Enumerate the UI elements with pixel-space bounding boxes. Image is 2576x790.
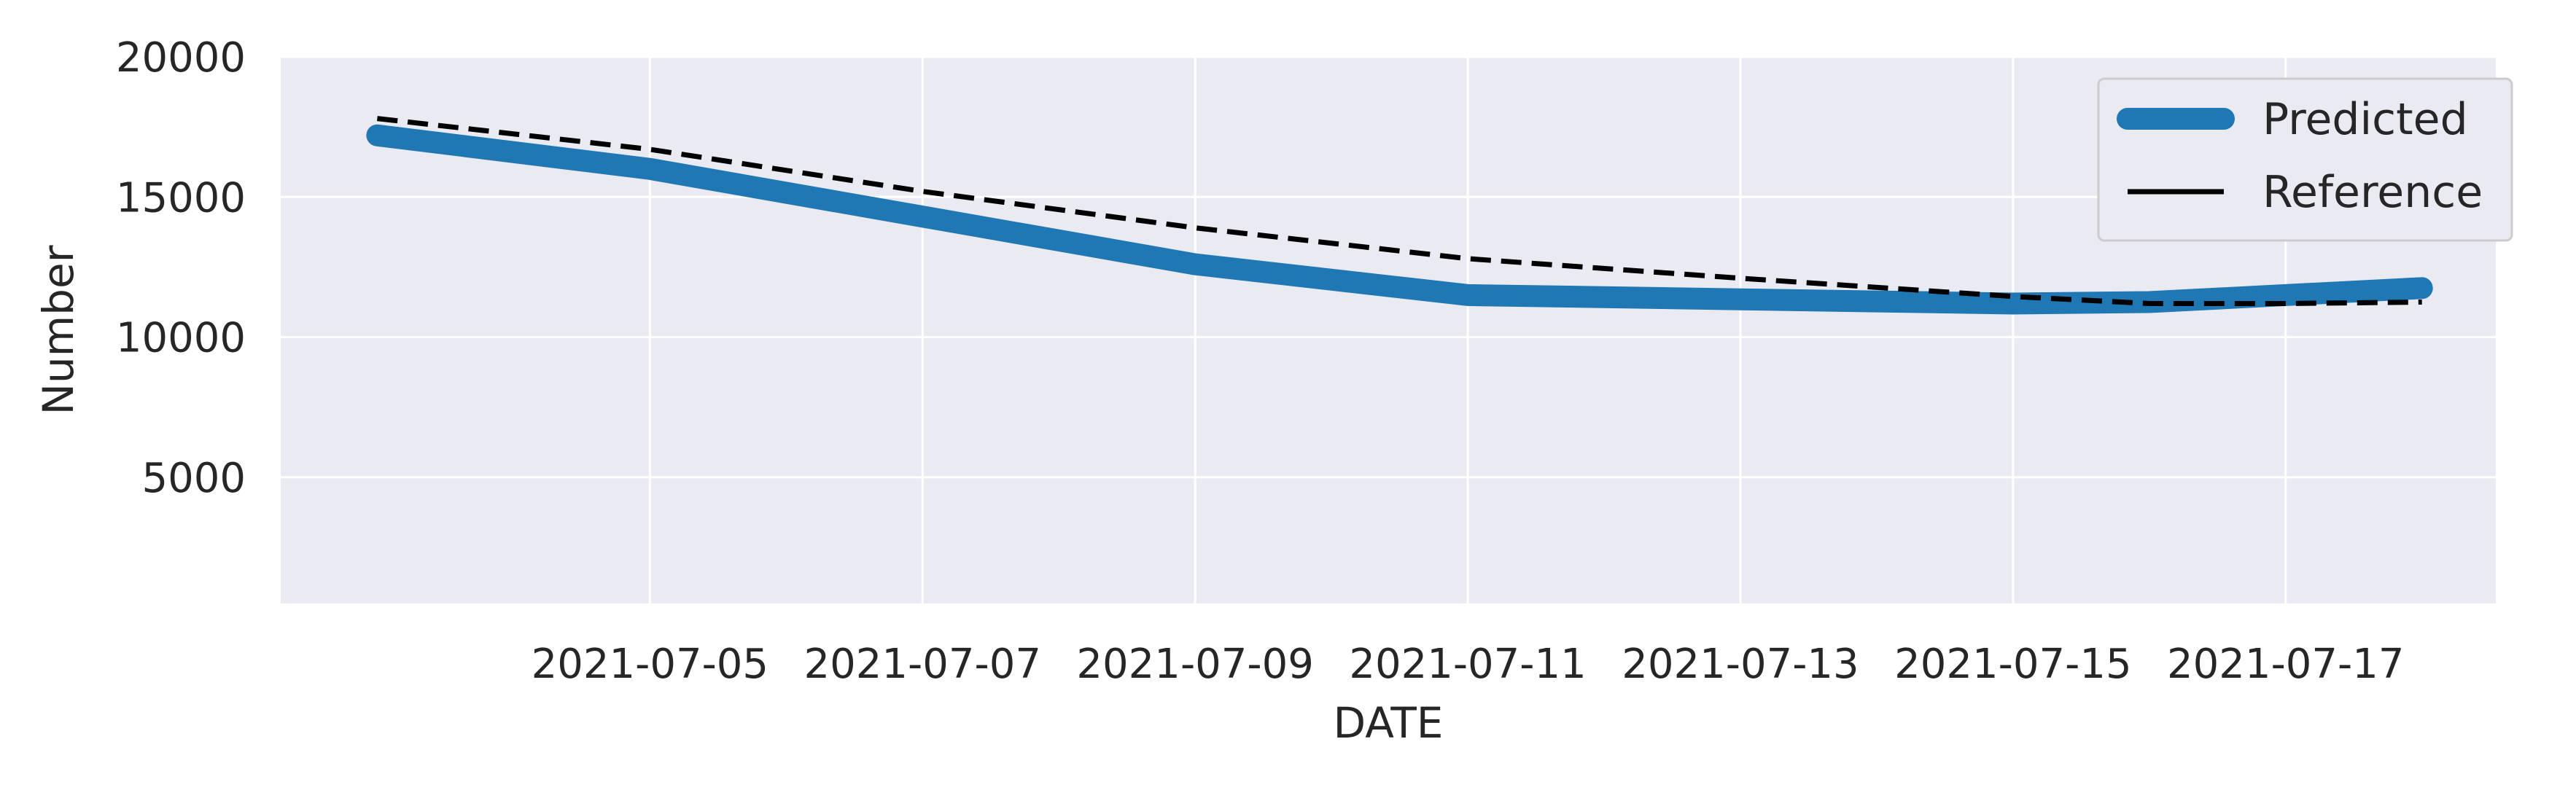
data-series [366,116,2433,315]
legend: Predicted Reference [2097,77,2513,242]
y-tick-label: 15000 [116,174,246,222]
y-tick-label: 5000 [141,455,246,502]
legend-reference-label: Reference [2262,167,2483,218]
x-tick-label: 2021-07-11 [1349,641,1586,688]
x-tick-label: 2021-07-09 [1076,641,1313,688]
x-tick-label: 2021-07-13 [1622,641,1859,688]
legend-predicted-label: Predicted [2262,94,2468,145]
x-axis-ticks: 2021-07-05 2021-07-07 2021-07-09 2021-07-11… [532,641,2405,688]
series-line-predicted [366,124,2433,315]
y-tick-label: 10000 [116,315,246,362]
grid-lines [281,55,2496,603]
y-tick-label: 20000 [116,34,246,82]
x-tick-label: 2021-07-07 [804,641,1041,688]
x-tick-label: 2021-07-15 [1894,641,2131,688]
y-axis-label: Number [34,245,83,415]
series-line-reference [377,116,2422,306]
x-tick-label: 2021-07-05 [532,641,768,688]
x-tick-label: 2021-07-17 [2167,641,2404,688]
x-axis-label: DATE [1334,698,1444,748]
y-axis-ticks: 5000 10000 15000 20000 [116,34,246,502]
